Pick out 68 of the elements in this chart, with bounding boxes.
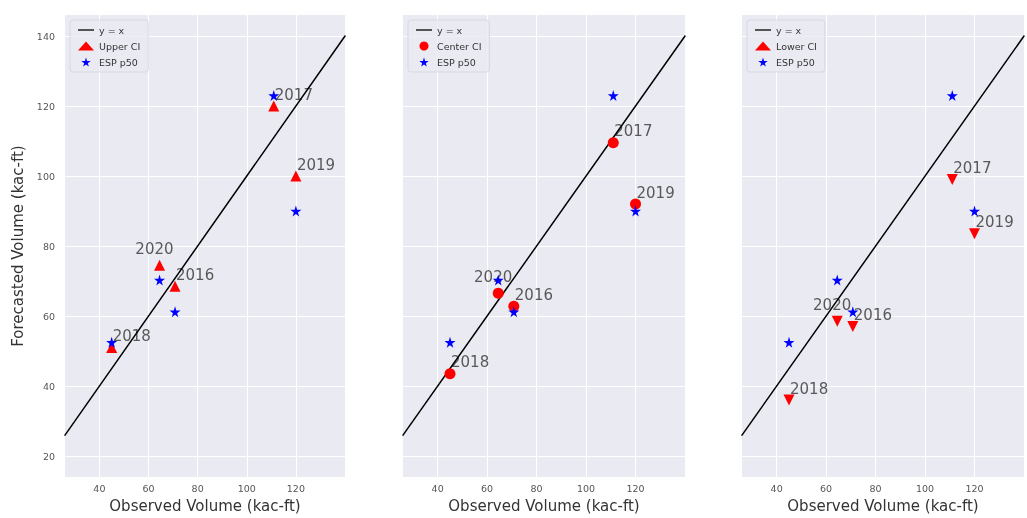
x-tick-label: 120 bbox=[965, 482, 984, 494]
point bbox=[946, 90, 958, 102]
legend-label: y = x bbox=[437, 24, 463, 36]
x-tick-label: 60 bbox=[481, 482, 494, 494]
x-tick-label: 100 bbox=[237, 482, 256, 494]
point bbox=[492, 287, 504, 299]
x-tick-label: 40 bbox=[93, 482, 106, 494]
x-tick-label: 60 bbox=[142, 482, 155, 494]
legend-label: ESP p50 bbox=[437, 56, 476, 68]
annotation: 2018 bbox=[790, 379, 829, 398]
point bbox=[444, 336, 456, 348]
legend-label: ESP p50 bbox=[99, 56, 138, 68]
point bbox=[969, 205, 981, 217]
legend-label: ESP p50 bbox=[776, 56, 815, 68]
y-tick-label: 140 bbox=[36, 30, 55, 42]
annotation: 2020 bbox=[135, 239, 174, 258]
point bbox=[154, 274, 166, 286]
point bbox=[783, 394, 795, 406]
legend-label: Lower CI bbox=[776, 40, 817, 52]
point bbox=[268, 100, 280, 112]
point bbox=[290, 205, 302, 217]
point bbox=[847, 321, 859, 333]
point bbox=[607, 137, 619, 149]
annotation: 2020 bbox=[474, 267, 513, 286]
x-tick-label: 100 bbox=[915, 482, 935, 494]
x-tick-label: 100 bbox=[576, 482, 596, 494]
legend-label: Upper CI bbox=[99, 40, 141, 52]
legend-label: y = x bbox=[776, 24, 802, 36]
x-tick-label: 80 bbox=[869, 482, 882, 494]
x-axis-title: Observed Volume (kac-ft) bbox=[448, 496, 640, 515]
y-tick-label: 120 bbox=[36, 100, 55, 112]
y-tick-label: 80 bbox=[42, 240, 55, 252]
y-tick-label: 100 bbox=[36, 170, 55, 182]
x-tick-label: 40 bbox=[431, 482, 444, 494]
point bbox=[783, 336, 795, 348]
legend-label: Center CI bbox=[437, 40, 482, 52]
x-tick-label: 120 bbox=[626, 482, 645, 494]
y-tick-label: 20 bbox=[42, 450, 55, 462]
x-axis-title: Observed Volume (kac-ft) bbox=[787, 496, 979, 515]
point bbox=[831, 274, 843, 286]
point bbox=[444, 368, 456, 380]
annotation: 2019 bbox=[975, 213, 1014, 232]
annotation: 2016 bbox=[176, 265, 215, 284]
x-tick-label: 80 bbox=[530, 482, 543, 494]
legend-label: y = x bbox=[99, 24, 125, 36]
point bbox=[607, 90, 619, 102]
y-tick-label: 40 bbox=[42, 380, 55, 392]
point bbox=[630, 198, 642, 210]
point bbox=[630, 205, 642, 217]
x-axis-title: Observed Volume (kac-ft) bbox=[109, 496, 301, 515]
x-tick-label: 40 bbox=[770, 482, 783, 494]
annotation: 2017 bbox=[953, 159, 992, 178]
y-tick-label: 60 bbox=[42, 310, 55, 322]
point bbox=[508, 306, 520, 318]
annotation: 2016 bbox=[514, 285, 554, 304]
annotation: 2019 bbox=[296, 155, 336, 174]
point bbox=[831, 315, 843, 327]
annotation: 2016 bbox=[853, 306, 893, 325]
point bbox=[946, 174, 958, 186]
point bbox=[969, 228, 981, 240]
point bbox=[169, 280, 181, 292]
point bbox=[154, 259, 166, 271]
annotation: 2019 bbox=[636, 183, 675, 202]
y-axis-title: Forecasted Volume (kac-ft) bbox=[9, 145, 28, 347]
point bbox=[290, 170, 302, 182]
x-tick-label: 120 bbox=[286, 482, 305, 494]
x-tick-label: 60 bbox=[820, 482, 833, 494]
x-tick-label: 80 bbox=[191, 482, 204, 494]
